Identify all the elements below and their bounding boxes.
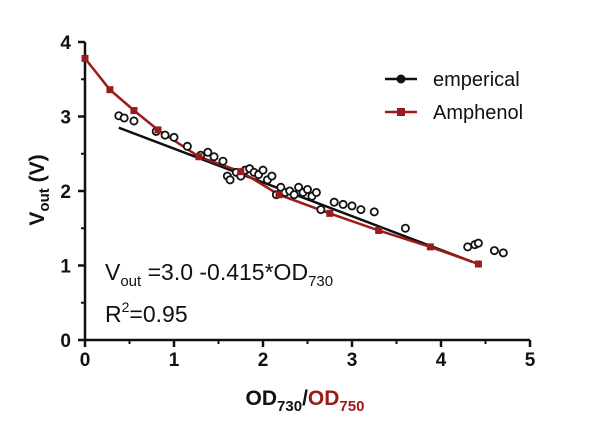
point-amphenol (275, 191, 283, 199)
x-tick-label: 3 (347, 350, 358, 371)
x-tick-label: 2 (258, 350, 269, 371)
point-emperical (203, 147, 213, 157)
legend: emperical Amphenol (385, 69, 523, 124)
legend-label-amphenol: Amphenol (433, 102, 523, 124)
x-tick-label: 5 (525, 350, 536, 371)
legend-label-emperical: emperical (433, 69, 520, 91)
y-axis-title-sub: out (36, 188, 53, 211)
fit-equation-base: V (105, 259, 121, 285)
x-axis-title-part1: OD (246, 387, 278, 410)
x-tick-labels: 0 1 2 3 4 5 (80, 340, 536, 371)
point-emperical (267, 171, 277, 181)
point-amphenol (130, 107, 138, 115)
point-emperical (316, 205, 326, 215)
point-emperical (182, 141, 192, 151)
r-squared-rest: =0.95 (129, 301, 187, 327)
point-amphenol (237, 168, 245, 176)
point-amphenol (81, 54, 89, 62)
point-emperical (258, 165, 268, 175)
y-tick-label: 1 (60, 257, 71, 278)
point-emperical (498, 248, 508, 258)
y-axis-title-base: V (26, 212, 49, 226)
r-squared-base: R (105, 301, 122, 327)
x-tick-label: 1 (169, 350, 180, 371)
point-emperical (311, 187, 321, 197)
point-amphenol (154, 126, 162, 134)
point-emperical (329, 197, 339, 207)
point-emperical (356, 205, 366, 215)
y-tick-label: 4 (60, 33, 71, 54)
fit-equation-sub2: 730 (308, 273, 333, 290)
series-line-amphenol (84, 57, 479, 266)
point-emperical (489, 246, 499, 256)
point-amphenol (106, 86, 114, 94)
point-emperical (169, 132, 179, 142)
point-emperical (369, 207, 379, 217)
fit-equation: Vout =3.0 -0.415*OD730 (105, 259, 333, 290)
r-squared: R2=0.95 (105, 299, 188, 327)
r-squared-sup: 2 (122, 299, 130, 315)
legend-marker-amphenol (397, 108, 405, 116)
x-tick-label: 4 (436, 350, 447, 371)
x-axis-title-part1-sub: 730 (277, 398, 302, 415)
y-tick-label: 2 (60, 182, 71, 203)
x-tick-label: 0 (80, 350, 91, 371)
y-tick-label: 0 (60, 331, 71, 352)
series-lines (84, 57, 479, 266)
fit-equation-rest: =3.0 -0.415*OD (141, 259, 308, 285)
series-points (81, 54, 508, 268)
point-amphenol (195, 153, 203, 161)
point-emperical (347, 201, 357, 211)
point-emperical (119, 113, 129, 123)
point-emperical (218, 156, 228, 166)
point-emperical (338, 199, 348, 209)
point-emperical (289, 190, 299, 200)
y-tick-labels: 0 1 2 3 4 (60, 33, 85, 352)
x-axis-title-part2: OD (308, 387, 340, 410)
point-emperical (209, 152, 219, 162)
point-amphenol (474, 260, 482, 268)
point-emperical (129, 116, 139, 126)
point-amphenol (375, 226, 383, 234)
y-axis-title: Vout (V) (26, 154, 53, 225)
legend-marker-emperical (396, 74, 406, 84)
point-amphenol (426, 243, 434, 251)
point-emperical (160, 130, 170, 140)
x-axis-title-part2-sub: 750 (339, 398, 364, 415)
point-amphenol (326, 209, 334, 217)
x-axis-title-separator: / (302, 387, 308, 410)
point-emperical (473, 238, 483, 248)
x-axis-title: OD730/OD750 (246, 387, 365, 415)
y-axis-title-unit: (V) (26, 154, 49, 188)
y-tick-label: 3 (60, 108, 71, 129)
fit-equation-sub: out (120, 273, 142, 290)
point-emperical (225, 175, 235, 185)
point-emperical (463, 242, 473, 252)
point-emperical (400, 223, 410, 233)
point-emperical (302, 185, 312, 195)
